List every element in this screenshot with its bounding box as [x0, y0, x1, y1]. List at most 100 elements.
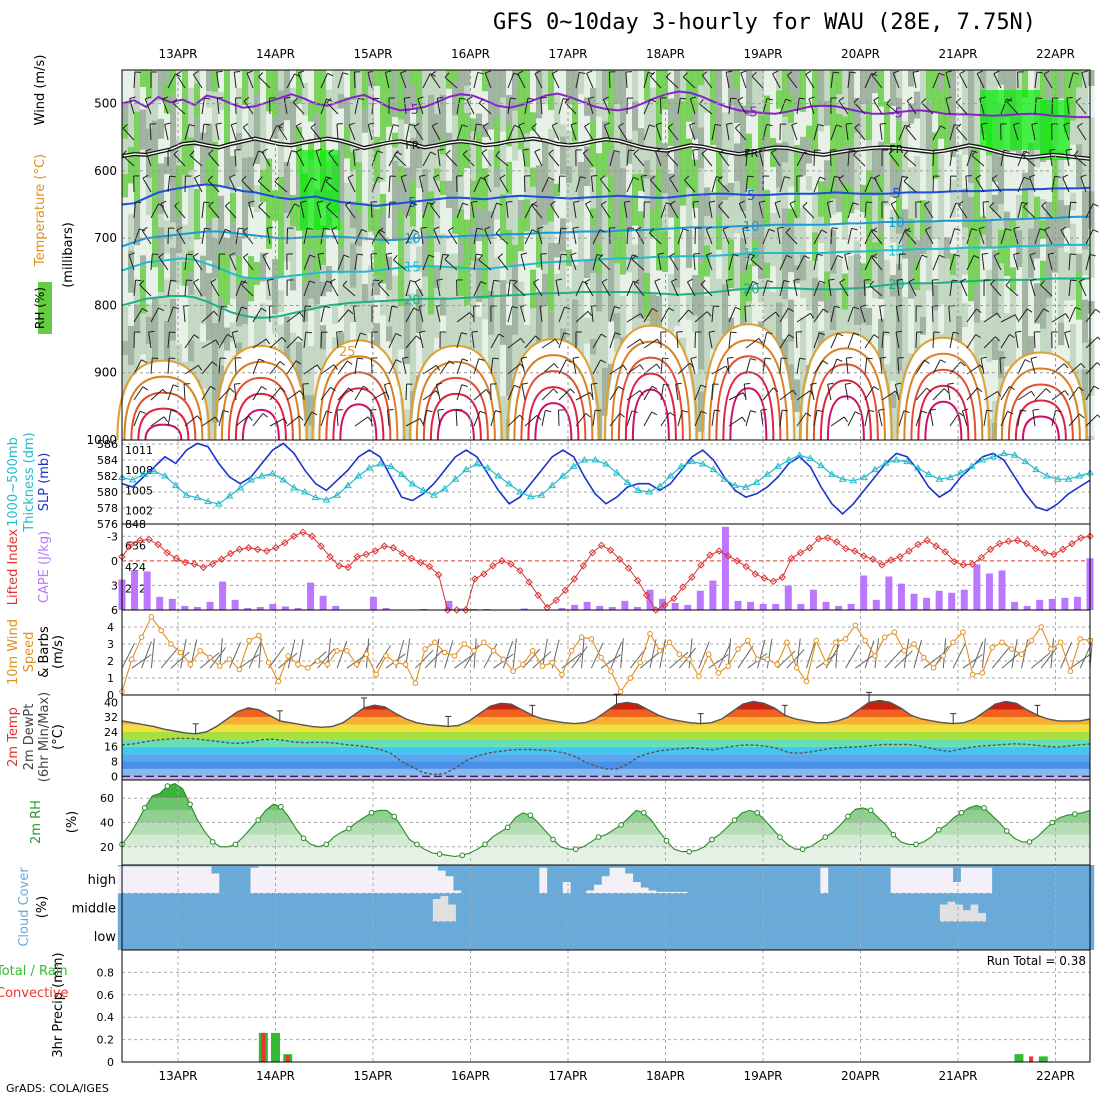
cloud-cover-bar: [886, 893, 894, 921]
rh-cell: [998, 204, 1005, 230]
rh2m-point: [1027, 840, 1032, 845]
rh-cell: [734, 70, 741, 89]
cloud-clear-cell: [898, 868, 906, 894]
cloud-cover-bar: [719, 865, 727, 893]
rh-cell: [968, 120, 975, 141]
rh-cell: [182, 188, 189, 225]
wind-tick-label: 3: [107, 638, 114, 651]
rh-cell: [512, 195, 519, 245]
cloud-cover-bar: [264, 893, 272, 921]
cloud-cover-bar: [727, 922, 735, 950]
cloud-cover-bar: [1062, 865, 1070, 893]
rh-cell: [284, 180, 291, 213]
rh-cell: [260, 202, 267, 253]
cloud-clear-cell: [165, 866, 173, 893]
rh-cell: [134, 332, 141, 355]
wind-speed-point: [178, 650, 183, 655]
wind-barb-flag: [404, 97, 410, 98]
cloud-cover-bar: [813, 865, 821, 893]
cloud-cover-bar: [493, 922, 501, 950]
rh-cell: [206, 158, 213, 198]
wind-barb-flag: [170, 176, 176, 177]
rh-cell: [1022, 279, 1029, 331]
rh-cell: [656, 232, 663, 271]
wind-speed-point: [1019, 652, 1024, 657]
rh-cell: [494, 277, 501, 327]
rh-cell: [560, 137, 567, 175]
cloud-cover-bar: [820, 922, 828, 950]
cloud-cover-bar: [971, 893, 979, 904]
wind-speed-point: [599, 655, 604, 660]
rh-cell: [350, 322, 357, 341]
rh-cell: [992, 340, 999, 360]
rh-cell: [452, 70, 459, 82]
rh-cell: [800, 137, 807, 176]
wind-barb-flag: [867, 358, 873, 359]
rh-cell: [878, 175, 885, 220]
rh-cell: [164, 157, 171, 174]
cloud-clear-cell: [940, 905, 948, 922]
wind-speed-point: [716, 671, 721, 676]
rh2m-point: [392, 814, 397, 819]
cape-bar: [936, 591, 943, 610]
rh-cell: [206, 70, 213, 91]
cloud-cover-bar: [914, 922, 922, 950]
wind-barb-flag: [561, 228, 567, 229]
cloud-clear-cell: [633, 882, 641, 893]
cloud-cover-bar: [1070, 922, 1078, 950]
wind-speed-point: [364, 652, 369, 657]
cloud-cover-bar: [548, 893, 556, 921]
cloud-clear-cell: [399, 866, 407, 893]
rh-cell: [1064, 153, 1071, 205]
rh-cell: [962, 189, 969, 228]
rh-cell: [1076, 254, 1083, 272]
wind-axis-label: 10m Wind: [6, 619, 21, 685]
rh-cell: [884, 168, 891, 206]
rh-cell: [812, 116, 819, 141]
rh-cell: [374, 86, 381, 137]
rh-cell: [698, 329, 705, 369]
rh-cell: [476, 114, 483, 131]
cloud-cover-bar: [672, 865, 680, 892]
cloud-clear-cell: [336, 866, 344, 893]
rh-cell: [902, 179, 909, 210]
cloud-cover-bar: [295, 893, 303, 921]
rh2m-axis-units: (%): [65, 811, 80, 834]
rh-cell: [944, 189, 951, 237]
rh-cell: [1076, 70, 1083, 87]
cloud-cover-bar: [126, 922, 134, 950]
cloud-clear-cell: [914, 868, 922, 894]
rh-cell: [188, 295, 195, 324]
rh-cell: [242, 238, 249, 278]
rh-cell: [494, 70, 501, 93]
rh-cell: [608, 111, 615, 151]
cloud-cover-bar: [742, 865, 750, 893]
cloud-clear-cell: [329, 866, 337, 893]
cloud-clear-cell: [641, 888, 649, 894]
rh-cell: [680, 171, 687, 206]
rh-cell: [278, 70, 285, 90]
cloud-cover-bar: [310, 893, 318, 921]
wind-speed-point: [462, 642, 467, 647]
temp-axis-units: (°C): [51, 724, 66, 750]
cloud-cover-bar: [477, 865, 485, 893]
rh-cell: [950, 70, 957, 120]
cloud-cover-bar: [494, 893, 502, 921]
cloud-cover-bar: [425, 893, 433, 921]
precip-convective-bar: [286, 1055, 290, 1062]
rh-cell: [986, 221, 993, 248]
rh-cell: [812, 278, 819, 319]
rh-cell: [722, 240, 729, 285]
cloud-clear-cell: [953, 882, 961, 893]
wind-speed-point: [511, 669, 516, 674]
cloud-cover-bar: [196, 922, 204, 950]
cloud-cover-bar: [227, 922, 235, 950]
cloud-cover-bar: [725, 893, 733, 921]
cloud-cover-bar: [774, 865, 782, 893]
wind-tick-label: 4: [107, 621, 114, 634]
cloud-cover-bar: [402, 893, 410, 921]
cloud-cover-bar: [828, 865, 836, 893]
rh-cell: [500, 98, 507, 132]
rh-cell: [992, 212, 999, 250]
